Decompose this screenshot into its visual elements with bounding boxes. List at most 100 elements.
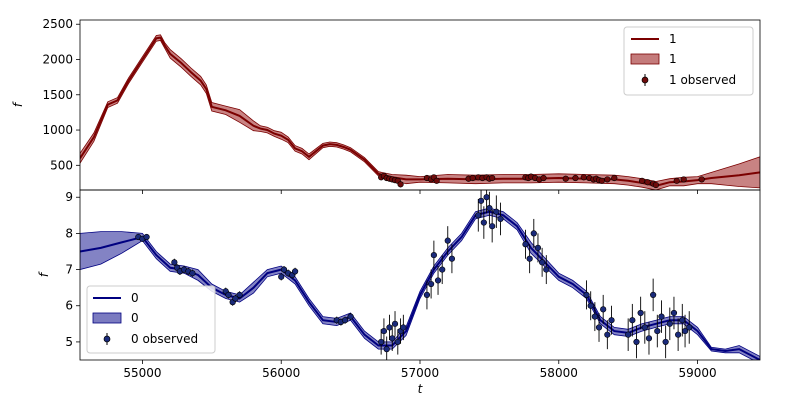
- bottom-observed-point: [380, 327, 388, 335]
- bottom-legend-point-swatch: [103, 335, 111, 343]
- top-y-tick-label: 2500: [42, 17, 73, 31]
- bottom-panel: 5 6 7 8 9 55000 56000 57000 58000 59000 f t 0 0 …: [37, 189, 761, 396]
- bottom-observed-point: [583, 291, 590, 298]
- bottom-y-tick-label: 5: [65, 335, 73, 349]
- bottom-observed-point: [662, 338, 669, 346]
- bottom-observed-point: [608, 317, 615, 324]
- bottom-x-tick-label: 56000: [262, 366, 300, 380]
- bottom-observed-point: [497, 215, 504, 223]
- bottom-observed-point: [681, 327, 689, 335]
- top-observed-point: [540, 174, 547, 182]
- bottom-x-ticks: 55000 56000 57000 58000 59000: [123, 360, 717, 380]
- bottom-observed-point: [278, 273, 285, 280]
- bottom-y-tick-label: 7: [65, 263, 73, 277]
- bottom-observed-point: [448, 255, 456, 262]
- bottom-observed-point: [641, 324, 648, 331]
- bottom-observed-point: [522, 241, 529, 248]
- top-observed-point: [698, 176, 705, 183]
- bottom-observed-point: [645, 335, 653, 342]
- top-y-ticks: 500 1000 1500 2000 2500: [42, 17, 80, 172]
- top-legend-band-swatch: [630, 53, 660, 65]
- bottom-observed-point: [280, 266, 288, 273]
- bottom-observed-point: [391, 320, 399, 327]
- bottom-observed-point: [591, 313, 598, 320]
- top-y-tick-label: 500: [50, 158, 73, 172]
- top-observed-point: [611, 174, 618, 182]
- bottom-x-tick-label: 57000: [401, 366, 439, 380]
- bottom-observed-point: [434, 277, 442, 284]
- top-legend-entry-2: 1: [669, 52, 677, 66]
- bottom-observed-point: [604, 331, 611, 338]
- bottom-observed-point: [189, 270, 196, 277]
- top-legend-box: [623, 26, 754, 96]
- top-observed-point: [433, 177, 440, 184]
- top-observed-point: [469, 174, 476, 182]
- bottom-observed-point: [400, 324, 407, 331]
- top-observed-point: [638, 177, 646, 184]
- bottom-x-tick-label: 55000: [123, 366, 161, 380]
- bottom-observed-point: [236, 291, 243, 298]
- bottom-legend-entry-3: 0 observed: [131, 332, 198, 346]
- top-observed-point: [397, 181, 404, 188]
- bottom-observed-point: [534, 244, 542, 251]
- top-observed-point: [562, 175, 569, 182]
- bottom-observed-point: [430, 252, 437, 259]
- top-model-line: [80, 36, 760, 187]
- bottom-observed-point: [539, 259, 546, 266]
- bottom-observed-point: [480, 219, 487, 226]
- top-observed-point: [598, 177, 605, 184]
- bottom-legend-entry-1: 0: [131, 291, 139, 305]
- top-legend: 1 1 1 observed: [623, 26, 754, 96]
- top-y-axis-label: f: [11, 101, 25, 107]
- x-axis-label: t: [418, 382, 424, 396]
- bottom-observed-point: [347, 313, 354, 320]
- bottom-observed-point: [225, 291, 232, 298]
- bottom-x-tick-label: 59000: [678, 366, 716, 380]
- top-observed-point: [652, 181, 660, 189]
- bottom-x-tick-label: 58000: [540, 366, 578, 380]
- top-x-ticks: [142, 190, 698, 194]
- bottom-observed-point: [428, 280, 435, 288]
- bottom-observed-point: [633, 338, 640, 346]
- bottom-observed-point: [378, 338, 385, 346]
- bottom-observed-point: [686, 324, 693, 331]
- bottom-observed-point: [483, 194, 490, 201]
- top-observed-point: [489, 174, 496, 182]
- bottom-observed-point: [386, 324, 393, 331]
- bottom-observed-point: [637, 309, 644, 317]
- bottom-y-ticks: 5 6 7 8 9: [65, 190, 80, 349]
- bottom-observed-point: [587, 302, 594, 309]
- bottom-observed-point: [292, 268, 299, 275]
- bottom-observed-point: [477, 197, 485, 204]
- bottom-observed-point: [670, 309, 678, 317]
- bottom-observed-point: [143, 233, 150, 241]
- top-observed-point: [680, 176, 687, 183]
- top-observed-point: [572, 174, 579, 182]
- bottom-observed-point: [530, 230, 537, 237]
- top-observed-point: [644, 179, 651, 186]
- bottom-observed-point: [595, 324, 603, 331]
- bottom-observed-point: [543, 266, 550, 273]
- bottom-legend: 0 0 0 observed: [86, 285, 216, 354]
- top-observed-point: [580, 174, 587, 181]
- bottom-observed-point: [629, 317, 636, 324]
- bottom-observed-point: [489, 223, 496, 230]
- bottom-observed-point: [650, 291, 657, 298]
- bottom-observed-point: [493, 208, 500, 215]
- top-observed-point: [604, 176, 611, 183]
- bottom-y-tick-label: 6: [65, 299, 73, 313]
- bottom-observed-point: [171, 259, 178, 266]
- bottom-observed-point: [341, 317, 349, 324]
- bottom-observed-point: [666, 320, 673, 327]
- bottom-observed-point: [526, 255, 533, 262]
- bottom-observed-point: [625, 331, 632, 338]
- bottom-observed-point: [439, 266, 446, 273]
- bottom-observed-point: [475, 212, 482, 219]
- top-plot-area: [80, 34, 760, 190]
- top-legend-entry-1: 1: [669, 32, 677, 46]
- bottom-observed-point: [383, 346, 390, 353]
- bottom-observed-point: [600, 306, 607, 313]
- bottom-observed-point: [654, 327, 661, 335]
- bottom-observed-point: [679, 317, 686, 324]
